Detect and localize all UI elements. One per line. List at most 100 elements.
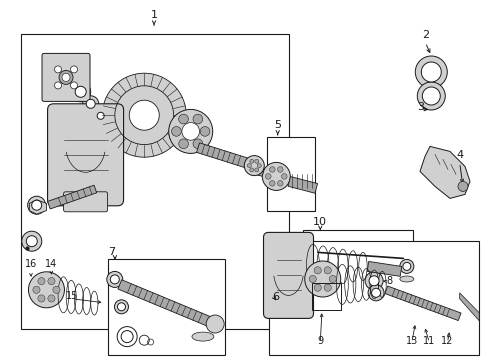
Polygon shape	[419, 147, 469, 198]
Circle shape	[402, 262, 410, 270]
Circle shape	[368, 276, 378, 286]
Circle shape	[193, 114, 203, 124]
Polygon shape	[366, 261, 401, 276]
Text: 3: 3	[416, 102, 423, 112]
Polygon shape	[384, 286, 460, 320]
Circle shape	[206, 315, 224, 333]
Circle shape	[70, 82, 78, 89]
Circle shape	[249, 159, 253, 163]
Circle shape	[244, 156, 264, 176]
Circle shape	[117, 303, 125, 311]
Text: 1: 1	[150, 10, 157, 20]
Circle shape	[416, 82, 445, 110]
Circle shape	[324, 284, 331, 291]
Circle shape	[106, 271, 122, 287]
Circle shape	[54, 82, 61, 89]
Circle shape	[324, 267, 331, 274]
Circle shape	[457, 181, 467, 192]
Bar	[303, 230, 412, 329]
Polygon shape	[459, 293, 478, 321]
Text: 2: 2	[421, 30, 428, 40]
FancyBboxPatch shape	[263, 233, 313, 318]
Circle shape	[193, 139, 203, 149]
Circle shape	[277, 180, 283, 186]
Circle shape	[313, 284, 321, 291]
FancyBboxPatch shape	[42, 53, 90, 102]
FancyBboxPatch shape	[47, 104, 123, 206]
Text: 15: 15	[66, 291, 79, 301]
Circle shape	[28, 196, 45, 214]
Ellipse shape	[192, 332, 213, 341]
Circle shape	[86, 99, 95, 108]
Circle shape	[182, 123, 199, 140]
Circle shape	[249, 168, 253, 172]
Circle shape	[33, 286, 40, 293]
Circle shape	[265, 174, 270, 179]
Circle shape	[254, 159, 258, 163]
Text: 7: 7	[108, 247, 115, 257]
Circle shape	[281, 174, 286, 179]
Polygon shape	[47, 185, 97, 209]
Circle shape	[262, 162, 290, 190]
Circle shape	[178, 114, 188, 124]
Circle shape	[257, 163, 261, 168]
Circle shape	[171, 127, 181, 136]
Circle shape	[304, 261, 340, 297]
Bar	[268, 241, 478, 355]
Circle shape	[102, 73, 186, 157]
Circle shape	[367, 285, 383, 301]
Circle shape	[71, 82, 90, 102]
Bar	[266, 137, 315, 211]
Text: 12: 12	[440, 336, 453, 346]
Circle shape	[95, 110, 106, 122]
Circle shape	[269, 167, 275, 172]
Polygon shape	[196, 143, 250, 168]
Text: 8: 8	[386, 276, 392, 286]
Circle shape	[110, 275, 119, 284]
Circle shape	[414, 56, 447, 88]
Circle shape	[97, 112, 104, 119]
Polygon shape	[287, 176, 317, 193]
Circle shape	[371, 288, 380, 297]
Circle shape	[328, 275, 336, 283]
Polygon shape	[118, 280, 217, 329]
Circle shape	[178, 139, 188, 149]
Circle shape	[22, 231, 41, 251]
Circle shape	[38, 278, 45, 285]
Text: 9: 9	[317, 336, 323, 346]
Circle shape	[313, 267, 321, 274]
FancyBboxPatch shape	[63, 192, 107, 212]
Polygon shape	[247, 165, 264, 176]
Circle shape	[62, 73, 70, 81]
Circle shape	[38, 295, 45, 302]
Circle shape	[269, 180, 275, 186]
Circle shape	[422, 87, 439, 105]
Text: 4: 4	[455, 150, 462, 160]
Circle shape	[308, 275, 316, 283]
Text: 11: 11	[422, 336, 435, 346]
Text: 16: 16	[24, 259, 37, 269]
Circle shape	[53, 286, 60, 293]
Circle shape	[254, 168, 258, 172]
Bar	[311, 283, 341, 310]
Circle shape	[247, 163, 251, 168]
Text: 13: 13	[405, 336, 417, 346]
Circle shape	[54, 66, 61, 73]
Circle shape	[28, 272, 64, 308]
Circle shape	[277, 167, 283, 172]
Circle shape	[129, 100, 159, 130]
Circle shape	[59, 71, 73, 84]
Text: 14: 14	[45, 259, 58, 269]
Polygon shape	[29, 200, 46, 214]
Bar	[20, 34, 289, 329]
Circle shape	[26, 236, 37, 247]
Text: 6: 6	[271, 292, 278, 302]
Ellipse shape	[399, 276, 413, 282]
Circle shape	[421, 62, 440, 82]
Circle shape	[48, 295, 55, 302]
Circle shape	[365, 272, 382, 290]
Circle shape	[200, 127, 209, 136]
Circle shape	[168, 109, 212, 153]
Circle shape	[75, 86, 86, 97]
Text: 5: 5	[274, 120, 281, 130]
